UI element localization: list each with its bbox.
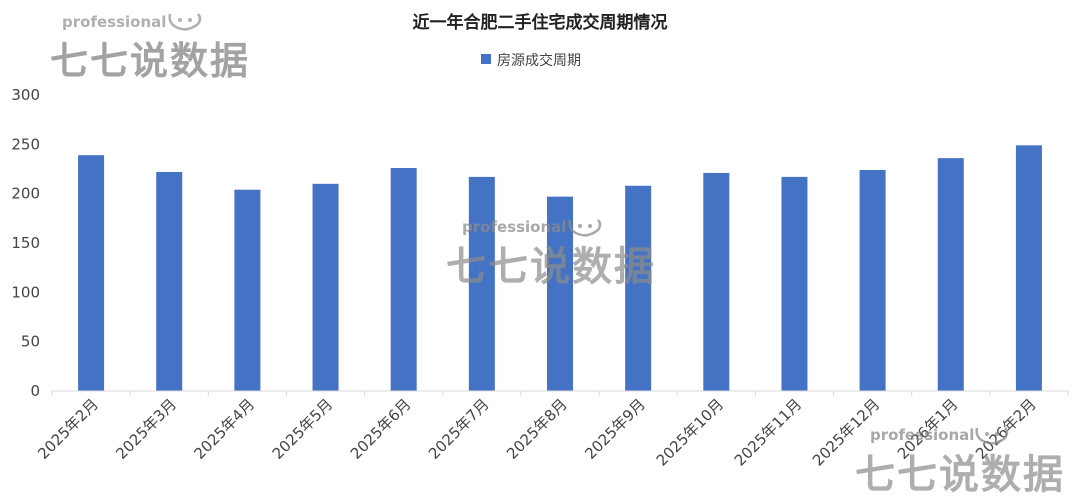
legend-label: 房源成交周期 [497, 52, 581, 69]
legend-swatch [481, 54, 491, 64]
bar [156, 171, 183, 391]
y-tick-label: 200 [11, 185, 40, 203]
x-tick-label: 2025年7月 [425, 395, 493, 463]
y-axis: 0 50 100 150 200 250 300 [11, 86, 40, 400]
watermark-br-big: 七七说数据 [855, 452, 1065, 498]
y-tick-label: 50 [21, 333, 40, 351]
sheep-face-icon [975, 427, 1009, 445]
watermark-br-small: professional [870, 426, 974, 444]
bar [312, 183, 339, 391]
bar [859, 169, 886, 391]
bar [625, 185, 652, 391]
watermark-center-big: 七七说数据 [446, 244, 656, 290]
bar [234, 189, 261, 391]
x-tick-label: 2025年4月 [191, 395, 259, 463]
y-tick-label: 250 [11, 135, 40, 153]
x-tick-label: 2025年6月 [347, 395, 415, 463]
bars [78, 145, 1042, 391]
sheep-face-icon [568, 219, 602, 237]
bar [547, 196, 573, 391]
bar [1015, 145, 1042, 391]
watermark-top-left: professional 七七说数据 [50, 13, 250, 83]
y-tick-label: 0 [30, 382, 40, 400]
bar [390, 168, 417, 391]
x-tick-label: 2025年9月 [581, 395, 649, 463]
y-tick-label: 300 [11, 86, 40, 104]
y-tick-label: 150 [11, 234, 40, 252]
bar [78, 155, 105, 391]
legend: 房源成交周期 [481, 52, 581, 69]
x-tick-label: 2025年10月 [653, 395, 727, 469]
watermark-bottom-right: professional 七七说数据 [855, 426, 1065, 498]
x-tick-label: 2025年3月 [112, 395, 180, 463]
chart-title: 近一年合肥二手住宅成交周期情况 [413, 12, 668, 33]
y-tick-label: 100 [11, 283, 40, 301]
bar [937, 158, 964, 391]
bar [781, 176, 808, 391]
watermark-big-text: 七七说数据 [50, 39, 250, 83]
watermark-center: professional 七七说数据 [446, 218, 656, 290]
x-tick-label: 2025年11月 [731, 395, 805, 469]
x-tick-label: 2025年2月 [34, 395, 102, 463]
x-tick-label: 2025年8月 [503, 395, 571, 463]
bar [703, 172, 730, 391]
sheep-face-icon [168, 13, 202, 31]
x-tick-label: 2025年5月 [269, 395, 337, 463]
watermark-center-small: professional [462, 218, 566, 236]
watermark-small-text: professional [62, 13, 166, 31]
bar [468, 176, 495, 391]
